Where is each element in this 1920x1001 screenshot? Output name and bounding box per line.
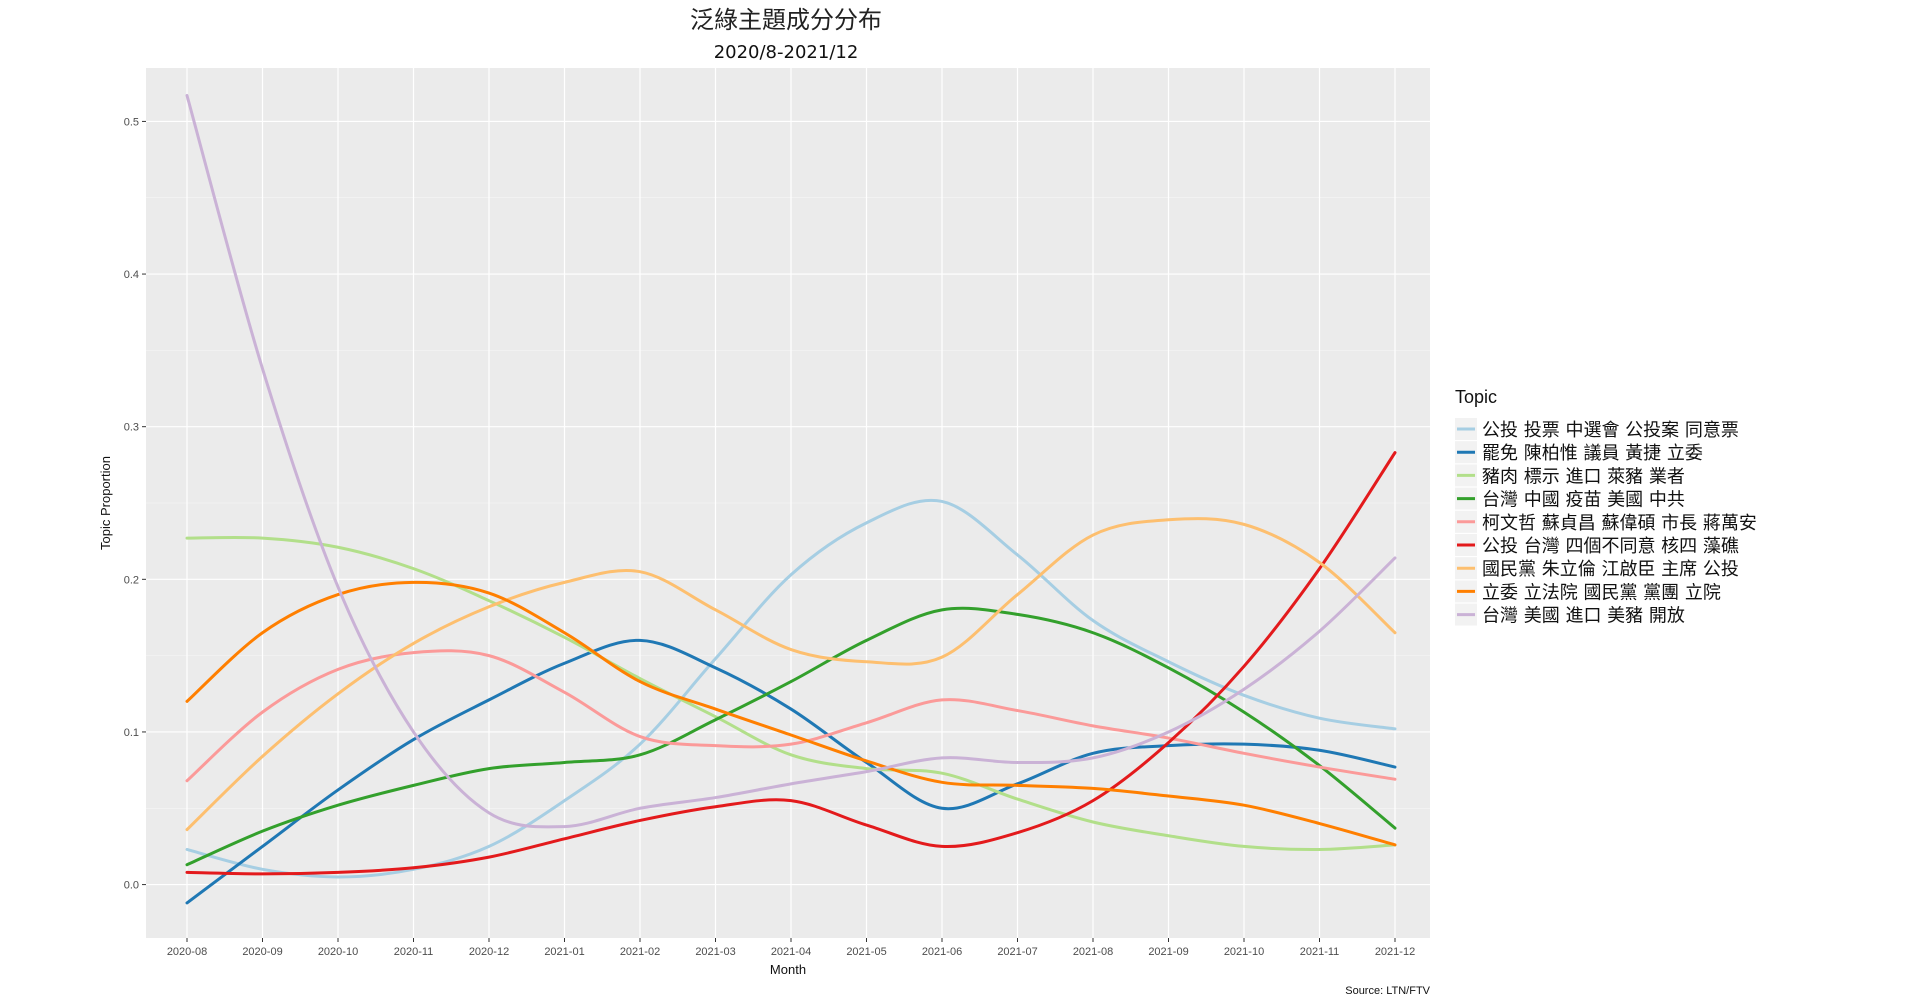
- x-tick-label: 2021-12: [1375, 946, 1415, 958]
- x-tick-label: 2021-04: [771, 946, 811, 958]
- x-tick-label: 2021-05: [846, 946, 886, 958]
- y-tick-label: 0.3: [124, 422, 139, 434]
- y-tick-label: 0.5: [124, 116, 139, 128]
- x-tick-label: 2020-09: [242, 946, 282, 958]
- chart-title: 泛綠主題成分分布: [690, 6, 882, 34]
- legend-label: 公投 台灣 四個不同意 核四 藻礁: [1482, 536, 1739, 557]
- x-axis-ticks: 2020-08 2020-09 2020-10 2020-11 2020-12 2021-…: [167, 938, 1415, 958]
- series-line-5: [185, 649, 1397, 783]
- y-tick-label: 0.2: [124, 574, 139, 586]
- series-line-6: [185, 451, 1397, 876]
- series-line-8: [185, 580, 1397, 847]
- x-tick-label: 2021-01: [544, 946, 584, 958]
- legend-label: 柯文哲 蘇貞昌 蘇偉碩 市長 蔣萬安: [1482, 513, 1757, 534]
- series-line-2: [185, 638, 1397, 905]
- series-line-3: [185, 535, 1397, 852]
- series-line-7: [185, 517, 1397, 832]
- x-tick-label: 2021-07: [997, 946, 1037, 958]
- x-tick-label: 2021-03: [695, 946, 735, 958]
- y-tick-label: 0.0: [124, 880, 139, 892]
- x-axis-title: Month: [770, 962, 806, 977]
- x-tick-label: 2021-06: [922, 946, 962, 958]
- x-tick-label: 2021-10: [1224, 946, 1264, 958]
- source-caption: Source: LTN/FTV: [1345, 985, 1430, 997]
- series-lines: [185, 93, 1397, 905]
- legend-label: 豬肉 標示 進口 萊豬 業者: [1482, 466, 1685, 487]
- y-axis-ticks: 0.0 0.1 0.2 0.3 0.4 0.5: [124, 116, 146, 892]
- chart-subtitle: 2020/8-2021/12: [714, 42, 859, 63]
- x-tick-label: 2021-11: [1300, 946, 1340, 958]
- x-tick-label: 2021-08: [1073, 946, 1113, 958]
- series-line-1: [185, 498, 1397, 879]
- legend-label: 國民黨 朱立倫 江啟臣 主席 公投: [1482, 559, 1739, 580]
- y-tick-label: 0.4: [124, 269, 139, 281]
- legend-label: 台灣 中國 疫苗 美國 中共: [1482, 490, 1685, 511]
- legend-label: 台灣 美國 進口 美豬 開放: [1482, 606, 1685, 627]
- legend-label: 立委 立法院 國民黨 黨團 立院: [1482, 582, 1721, 603]
- series-line-9: [185, 93, 1397, 829]
- legend-label: 罷免 陳柏惟 議員 黃捷 立委: [1482, 443, 1703, 464]
- grid-minor: [146, 197, 1430, 809]
- x-tick-label: 2020-12: [469, 946, 509, 958]
- legend-title: Topic: [1455, 387, 1497, 407]
- series-line-4: [185, 606, 1397, 867]
- x-tick-label: 2020-08: [167, 946, 207, 958]
- x-tick-label: 2020-11: [394, 946, 434, 958]
- x-tick-label: 2020-10: [318, 946, 358, 958]
- y-tick-label: 0.1: [124, 727, 139, 739]
- legend-label: 公投 投票 中選會 公投案 同意票: [1482, 420, 1739, 441]
- y-axis-title: Topic Proportion: [98, 456, 113, 550]
- x-tick-label: 2021-09: [1148, 946, 1188, 958]
- x-tick-label: 2021-02: [620, 946, 660, 958]
